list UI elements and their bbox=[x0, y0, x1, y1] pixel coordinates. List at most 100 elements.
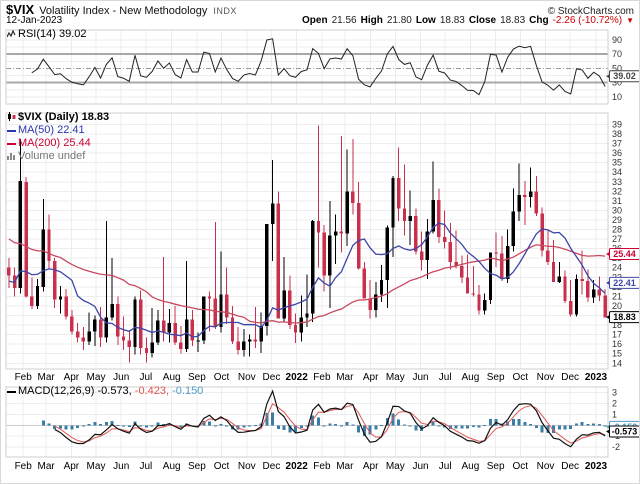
panel-frames bbox=[5, 29, 609, 458]
svg-text:Apr: Apr bbox=[363, 461, 379, 472]
svg-text:May: May bbox=[386, 372, 405, 383]
svg-text:Aug: Aug bbox=[163, 461, 181, 472]
high-label: High bbox=[360, 15, 383, 26]
ma200-line-icon bbox=[7, 138, 16, 150]
svg-text:Aug: Aug bbox=[462, 372, 480, 383]
macd-value: -0.573, bbox=[97, 385, 132, 397]
svg-text:70: 70 bbox=[612, 49, 622, 59]
chart-date: 12-Jan-2023 bbox=[6, 15, 63, 26]
svg-text:21: 21 bbox=[612, 291, 622, 301]
open-label: Open bbox=[302, 15, 328, 26]
svg-text:Nov: Nov bbox=[537, 461, 555, 472]
ma200-legend-label: MA(200) bbox=[18, 137, 61, 149]
rsi-legend-label: RSI(14) bbox=[18, 28, 56, 40]
axis-labels: 3938373635343332313029282726252423222120… bbox=[612, 35, 622, 452]
svg-text:Oct: Oct bbox=[512, 372, 528, 383]
svg-text:Apr: Apr bbox=[64, 372, 80, 383]
svg-text:18: 18 bbox=[612, 320, 622, 330]
svg-text:20: 20 bbox=[612, 301, 622, 311]
macd-hist-value: -0.150 bbox=[172, 385, 204, 397]
ma50-line-icon bbox=[7, 125, 16, 137]
svg-text:Sep: Sep bbox=[188, 461, 206, 472]
svg-text:Oct: Oct bbox=[214, 372, 230, 383]
svg-text:Jul: Jul bbox=[139, 461, 152, 472]
svg-text:Jul: Jul bbox=[139, 372, 152, 383]
svg-text:2023: 2023 bbox=[585, 372, 608, 383]
svg-text:30: 30 bbox=[612, 205, 622, 215]
macd-legend: MACD(12,26,9) -0.573, -0.423, -0.150 bbox=[7, 385, 203, 398]
svg-text:-2: -2 bbox=[612, 442, 620, 452]
svg-text:Nov: Nov bbox=[238, 372, 256, 383]
svg-text:33: 33 bbox=[612, 177, 622, 187]
macd-legend-label: MACD(12,26,9) bbox=[18, 385, 95, 397]
svg-text:Sep: Sep bbox=[487, 372, 505, 383]
svg-text:Jun: Jun bbox=[113, 372, 129, 383]
svg-text:14: 14 bbox=[612, 358, 622, 368]
macd-signal-line bbox=[54, 402, 606, 444]
svg-text:Aug: Aug bbox=[462, 461, 480, 472]
volume-legend-label: Volume bbox=[18, 150, 55, 162]
svg-text:Dec: Dec bbox=[263, 461, 281, 472]
quote-row: 12-Jan-2023 Open 21.56 High 21.80 Low 18… bbox=[6, 15, 634, 26]
svg-text:May: May bbox=[386, 461, 405, 472]
ohlc-quote: Open 21.56 High 21.80 Low 18.83 Close 18… bbox=[302, 15, 634, 26]
svg-text:Feb: Feb bbox=[15, 461, 33, 472]
macd-line bbox=[54, 389, 606, 448]
svg-text:Nov: Nov bbox=[238, 461, 256, 472]
svg-text:2022: 2022 bbox=[286, 372, 309, 383]
svg-text:Feb: Feb bbox=[15, 372, 33, 383]
main-legend: $VIX (Daily) 18.83 MA(50) 22.41 MA(200) … bbox=[7, 111, 109, 163]
svg-text:39: 39 bbox=[612, 119, 622, 129]
svg-text:Feb: Feb bbox=[313, 461, 331, 472]
svg-text:17: 17 bbox=[612, 330, 622, 340]
svg-text:35: 35 bbox=[612, 158, 622, 168]
svg-text:1: 1 bbox=[612, 409, 617, 419]
rsi-legend-value: 39.02 bbox=[58, 28, 87, 40]
macd-signal-value: -0.423, bbox=[134, 385, 170, 397]
svg-text:Jun: Jun bbox=[412, 461, 428, 472]
chg-value: -2.26 (-10.72%) bbox=[552, 15, 623, 26]
svg-text:3: 3 bbox=[612, 387, 617, 397]
main-legend-symbol-row: $VIX (Daily) 18.83 bbox=[7, 111, 109, 124]
svg-text:38: 38 bbox=[612, 129, 622, 139]
svg-text:May: May bbox=[87, 372, 106, 383]
svg-text:15: 15 bbox=[612, 349, 622, 359]
svg-text:Sep: Sep bbox=[188, 372, 206, 383]
ma200-legend-value: 25.44 bbox=[63, 137, 91, 149]
svg-text:Feb: Feb bbox=[313, 372, 331, 383]
macd-line-icon bbox=[7, 386, 16, 398]
svg-text:-0.573: -0.573 bbox=[612, 427, 638, 437]
svg-text:Jul: Jul bbox=[439, 461, 452, 472]
svg-text:May: May bbox=[87, 461, 106, 472]
ticker-symbol: $VIX bbox=[6, 2, 35, 17]
svg-text:24: 24 bbox=[612, 263, 622, 273]
ma200-legend-row: MA(200) 25.44 bbox=[7, 137, 109, 150]
low-value: 18.83 bbox=[439, 15, 465, 26]
copyright-label: © StockCharts.com bbox=[547, 6, 634, 17]
svg-text:Jun: Jun bbox=[113, 461, 129, 472]
svg-text:16: 16 bbox=[612, 339, 622, 349]
chg-label: Chg bbox=[529, 15, 549, 26]
ma50-line bbox=[8, 222, 606, 338]
svg-text:Dec: Dec bbox=[561, 372, 579, 383]
svg-text:Mar: Mar bbox=[38, 461, 56, 472]
indicator-zigzag-icon bbox=[6, 29, 16, 41]
x-axis-labels: Feb Mar Apr May Jun Jul Aug Sep Oct Nov Dec 2022 Feb… bbox=[15, 372, 608, 472]
svg-text:Jun: Jun bbox=[412, 372, 428, 383]
svg-text:25.44: 25.44 bbox=[613, 249, 636, 259]
svg-text:2: 2 bbox=[612, 398, 617, 408]
svg-text:37: 37 bbox=[612, 139, 622, 149]
high-value: 21.80 bbox=[386, 15, 412, 26]
svg-text:27: 27 bbox=[612, 234, 622, 244]
svg-text:28: 28 bbox=[612, 225, 622, 235]
svg-text:39.02: 39.02 bbox=[613, 71, 636, 81]
svg-text:31: 31 bbox=[612, 196, 622, 206]
ma200-line bbox=[8, 238, 606, 324]
svg-text:Apr: Apr bbox=[64, 461, 80, 472]
main-legend-symbol: $VIX (Daily) bbox=[18, 111, 79, 123]
candlestick-icon bbox=[7, 112, 16, 124]
ma50-legend-value: 22.41 bbox=[57, 124, 85, 136]
svg-text:90: 90 bbox=[612, 35, 622, 45]
